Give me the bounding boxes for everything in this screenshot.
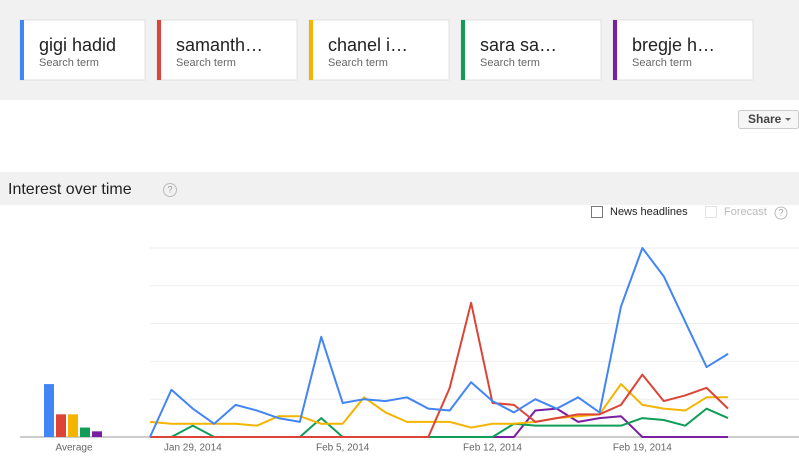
- forecast-help-text[interactable]: ?: [778, 207, 783, 217]
- average-bar: [68, 414, 78, 437]
- term-name: gigi hadid: [39, 35, 116, 55]
- term-type: Search term: [328, 57, 388, 69]
- term-name: bregje h…: [632, 35, 715, 55]
- x-tick-label: Feb 5, 2014: [316, 443, 370, 454]
- term-type: Search term: [632, 57, 692, 69]
- term-name: chanel i…: [328, 35, 408, 55]
- section-title: Interest over time: [8, 181, 132, 198]
- card-color: [20, 20, 24, 80]
- term-card[interactable]: bregje h… Search term: [612, 19, 754, 81]
- term-card[interactable]: sara sa… Search term: [460, 19, 602, 81]
- card-color: [461, 20, 465, 80]
- share-caret[interactable]: [785, 118, 791, 121]
- average-bar: [56, 414, 66, 437]
- series-line: [150, 301, 729, 438]
- term-type: Search term: [39, 57, 99, 69]
- term-type: Search term: [480, 57, 540, 69]
- average-label: Average: [55, 443, 93, 454]
- term-card[interactable]: gigi hadid Search term: [19, 19, 146, 81]
- x-tick-label: Feb 19, 2014: [613, 443, 672, 454]
- card-color: [157, 20, 161, 80]
- average-bar: [92, 431, 102, 437]
- term-type: Search term: [176, 57, 236, 69]
- term-name: sara sa…: [480, 35, 557, 55]
- term-name: samanth…: [176, 35, 263, 55]
- x-tick-label: Feb 12, 2014: [463, 443, 522, 454]
- forecast-help[interactable]: [774, 206, 788, 220]
- forecast-checkbox: [705, 206, 717, 218]
- x-tick-label: Jan 29, 2014: [164, 443, 222, 454]
- help-icon[interactable]: [163, 183, 177, 197]
- average-bar: [44, 384, 54, 437]
- card-color: [613, 20, 617, 80]
- news-checkbox[interactable]: [591, 206, 603, 218]
- section-band: [0, 172, 799, 205]
- news-label[interactable]: News headlines: [610, 206, 688, 218]
- card-box: [19, 19, 146, 81]
- series-line: [149, 383, 728, 429]
- card-color: [309, 20, 313, 80]
- term-card[interactable]: chanel i… Search term: [308, 19, 450, 81]
- card-box: [612, 19, 754, 81]
- share-label[interactable]: Share: [748, 112, 782, 126]
- term-card[interactable]: samanth… Search term: [156, 19, 298, 81]
- help-text[interactable]: ?: [167, 184, 172, 194]
- series-line: [149, 247, 729, 438]
- share-button[interactable]: Share: [738, 110, 799, 129]
- average-bar: [80, 427, 90, 437]
- forecast-label: Forecast: [724, 206, 767, 218]
